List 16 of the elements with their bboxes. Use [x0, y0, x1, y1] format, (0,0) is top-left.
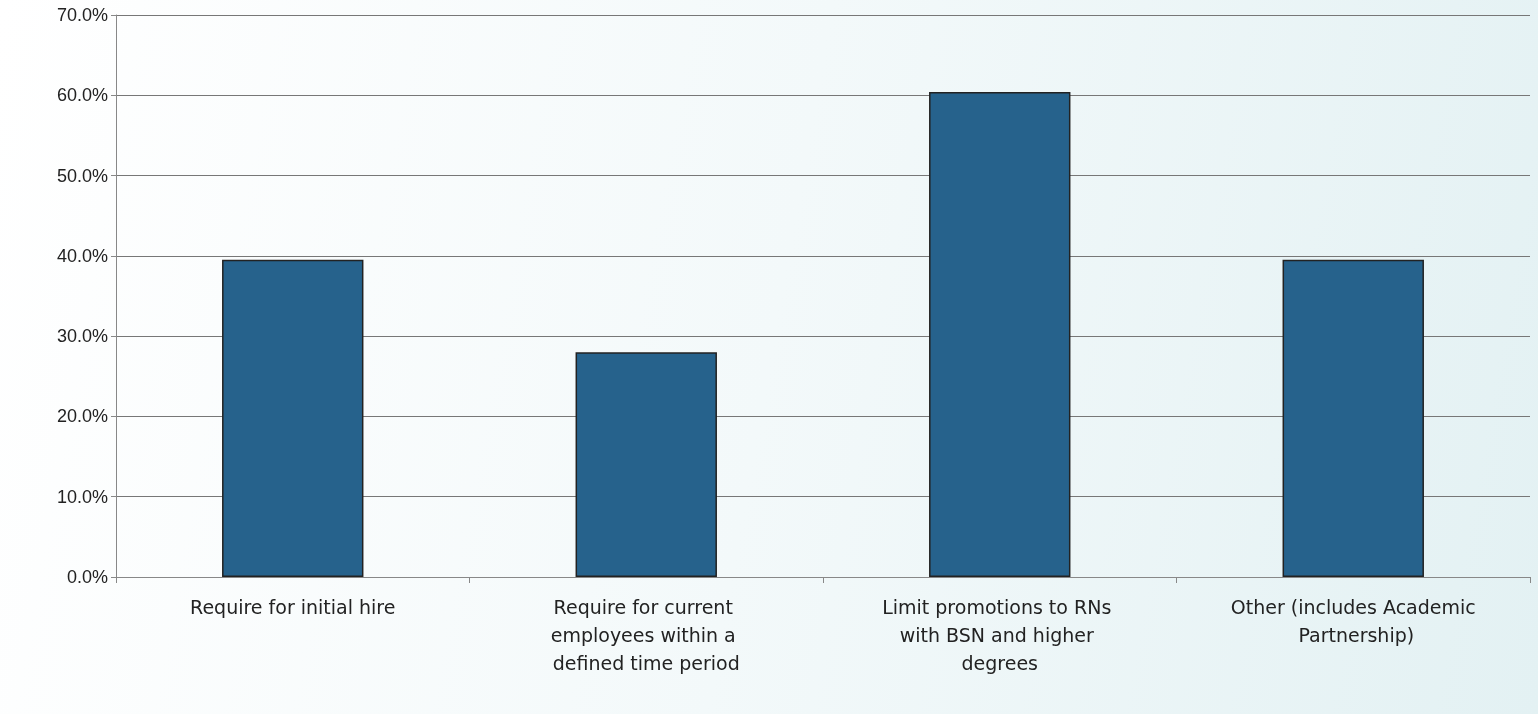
x-tick-label: Require for current employees within a defined time period [550, 596, 742, 674]
y-tick-label: 30.0% [56, 326, 108, 347]
bar [575, 352, 717, 577]
y-tick-label: 40.0% [56, 245, 108, 266]
y-tick-label: 0.0% [66, 567, 108, 587]
y-tick-label: 70.0% [56, 5, 108, 25]
bar [222, 259, 364, 577]
y-tick-label: 10.0% [56, 486, 108, 507]
x-tick-label: Limit promotions to RNs with BSN and higher degrees [882, 596, 1118, 674]
y-tick-label: 20.0% [56, 406, 108, 427]
bar [1282, 259, 1424, 577]
x-tick-label: Other (includes Academic Partnership) [1230, 596, 1476, 646]
y-tick-label: 50.0% [56, 165, 108, 186]
bar [929, 92, 1071, 577]
x-tick-label: Require for initial hire [190, 596, 396, 618]
y-tick-label: 60.0% [56, 85, 108, 106]
